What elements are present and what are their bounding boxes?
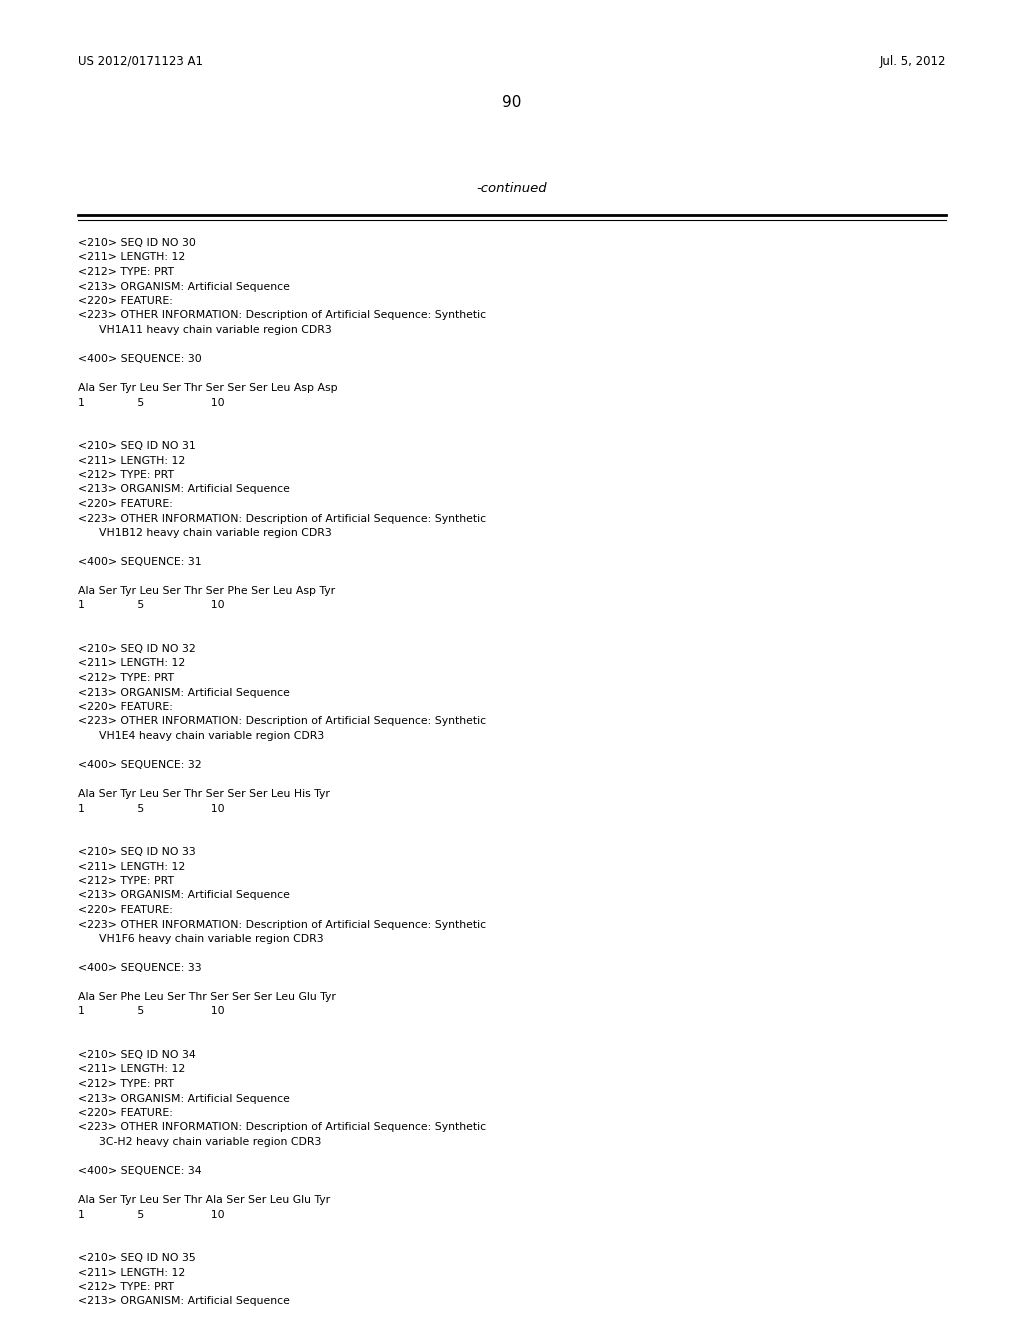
Text: <212> TYPE: PRT: <212> TYPE: PRT	[78, 876, 174, 886]
Text: <223> OTHER INFORMATION: Description of Artificial Sequence: Synthetic: <223> OTHER INFORMATION: Description of …	[78, 310, 486, 321]
Text: <213> ORGANISM: Artificial Sequence: <213> ORGANISM: Artificial Sequence	[78, 281, 290, 292]
Text: <212> TYPE: PRT: <212> TYPE: PRT	[78, 1078, 174, 1089]
Text: <211> LENGTH: 12: <211> LENGTH: 12	[78, 252, 185, 263]
Text: <211> LENGTH: 12: <211> LENGTH: 12	[78, 1064, 185, 1074]
Text: 1               5                   10: 1 5 10	[78, 804, 224, 813]
Text: 1               5                   10: 1 5 10	[78, 397, 224, 408]
Text: 3C-H2 heavy chain variable region CDR3: 3C-H2 heavy chain variable region CDR3	[78, 1137, 322, 1147]
Text: <220> FEATURE:: <220> FEATURE:	[78, 1107, 173, 1118]
Text: <220> FEATURE:: <220> FEATURE:	[78, 702, 173, 711]
Text: <400> SEQUENCE: 34: <400> SEQUENCE: 34	[78, 1166, 202, 1176]
Text: VH1B12 heavy chain variable region CDR3: VH1B12 heavy chain variable region CDR3	[78, 528, 332, 539]
Text: <210> SEQ ID NO 33: <210> SEQ ID NO 33	[78, 847, 196, 857]
Text: 1               5                   10: 1 5 10	[78, 1006, 224, 1016]
Text: 1               5                   10: 1 5 10	[78, 601, 224, 610]
Text: <400> SEQUENCE: 32: <400> SEQUENCE: 32	[78, 760, 202, 770]
Text: <400> SEQUENCE: 31: <400> SEQUENCE: 31	[78, 557, 202, 568]
Text: 90: 90	[503, 95, 521, 110]
Text: Ala Ser Tyr Leu Ser Thr Ser Phe Ser Leu Asp Tyr: Ala Ser Tyr Leu Ser Thr Ser Phe Ser Leu …	[78, 586, 335, 597]
Text: <210> SEQ ID NO 31: <210> SEQ ID NO 31	[78, 441, 196, 451]
Text: <223> OTHER INFORMATION: Description of Artificial Sequence: Synthetic: <223> OTHER INFORMATION: Description of …	[78, 513, 486, 524]
Text: Ala Ser Phe Leu Ser Thr Ser Ser Ser Leu Glu Tyr: Ala Ser Phe Leu Ser Thr Ser Ser Ser Leu …	[78, 993, 336, 1002]
Text: 1               5                   10: 1 5 10	[78, 1209, 224, 1220]
Text: <213> ORGANISM: Artificial Sequence: <213> ORGANISM: Artificial Sequence	[78, 688, 290, 697]
Text: <223> OTHER INFORMATION: Description of Artificial Sequence: Synthetic: <223> OTHER INFORMATION: Description of …	[78, 717, 486, 726]
Text: <211> LENGTH: 12: <211> LENGTH: 12	[78, 455, 185, 466]
Text: <211> LENGTH: 12: <211> LENGTH: 12	[78, 862, 185, 871]
Text: <213> ORGANISM: Artificial Sequence: <213> ORGANISM: Artificial Sequence	[78, 484, 290, 495]
Text: -continued: -continued	[477, 182, 547, 195]
Text: <213> ORGANISM: Artificial Sequence: <213> ORGANISM: Artificial Sequence	[78, 891, 290, 900]
Text: <212> TYPE: PRT: <212> TYPE: PRT	[78, 470, 174, 480]
Text: <223> OTHER INFORMATION: Description of Artificial Sequence: Synthetic: <223> OTHER INFORMATION: Description of …	[78, 1122, 486, 1133]
Text: VH1E4 heavy chain variable region CDR3: VH1E4 heavy chain variable region CDR3	[78, 731, 325, 741]
Text: <210> SEQ ID NO 35: <210> SEQ ID NO 35	[78, 1253, 196, 1263]
Text: Ala Ser Tyr Leu Ser Thr Ser Ser Ser Leu His Tyr: Ala Ser Tyr Leu Ser Thr Ser Ser Ser Leu …	[78, 789, 330, 799]
Text: <220> FEATURE:: <220> FEATURE:	[78, 499, 173, 510]
Text: <213> ORGANISM: Artificial Sequence: <213> ORGANISM: Artificial Sequence	[78, 1296, 290, 1307]
Text: <211> LENGTH: 12: <211> LENGTH: 12	[78, 659, 185, 668]
Text: <400> SEQUENCE: 33: <400> SEQUENCE: 33	[78, 964, 202, 973]
Text: <400> SEQUENCE: 30: <400> SEQUENCE: 30	[78, 354, 202, 364]
Text: <223> OTHER INFORMATION: Description of Artificial Sequence: Synthetic: <223> OTHER INFORMATION: Description of …	[78, 920, 486, 929]
Text: VH1F6 heavy chain variable region CDR3: VH1F6 heavy chain variable region CDR3	[78, 935, 324, 944]
Text: Ala Ser Tyr Leu Ser Thr Ser Ser Ser Leu Asp Asp: Ala Ser Tyr Leu Ser Thr Ser Ser Ser Leu …	[78, 383, 338, 393]
Text: <211> LENGTH: 12: <211> LENGTH: 12	[78, 1267, 185, 1278]
Text: <210> SEQ ID NO 34: <210> SEQ ID NO 34	[78, 1049, 196, 1060]
Text: <210> SEQ ID NO 32: <210> SEQ ID NO 32	[78, 644, 196, 653]
Text: <212> TYPE: PRT: <212> TYPE: PRT	[78, 1282, 174, 1292]
Text: Ala Ser Tyr Leu Ser Thr Ala Ser Ser Leu Glu Tyr: Ala Ser Tyr Leu Ser Thr Ala Ser Ser Leu …	[78, 1195, 330, 1205]
Text: <212> TYPE: PRT: <212> TYPE: PRT	[78, 673, 174, 682]
Text: <210> SEQ ID NO 30: <210> SEQ ID NO 30	[78, 238, 196, 248]
Text: <212> TYPE: PRT: <212> TYPE: PRT	[78, 267, 174, 277]
Text: <220> FEATURE:: <220> FEATURE:	[78, 906, 173, 915]
Text: US 2012/0171123 A1: US 2012/0171123 A1	[78, 55, 203, 69]
Text: Jul. 5, 2012: Jul. 5, 2012	[880, 55, 946, 69]
Text: <213> ORGANISM: Artificial Sequence: <213> ORGANISM: Artificial Sequence	[78, 1093, 290, 1104]
Text: <220> FEATURE:: <220> FEATURE:	[78, 296, 173, 306]
Text: VH1A11 heavy chain variable region CDR3: VH1A11 heavy chain variable region CDR3	[78, 325, 332, 335]
